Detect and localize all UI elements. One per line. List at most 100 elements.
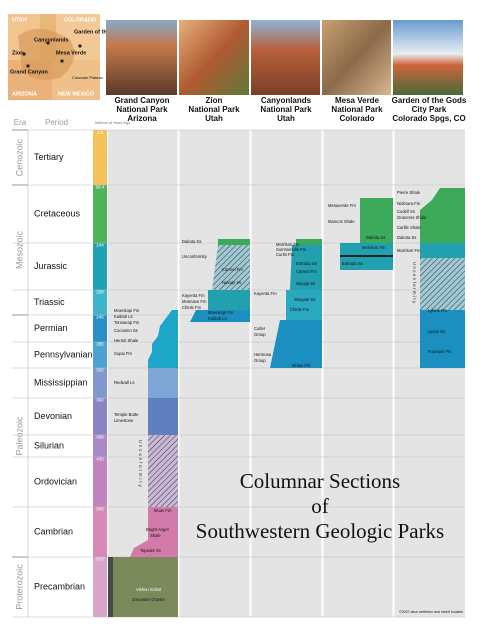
- formation-label: Zion: [12, 50, 24, 56]
- period-name: Pennsylvanian: [34, 349, 93, 359]
- formation-label: Lyons Ss: [428, 329, 445, 334]
- formation-label: Kaibab Ls: [208, 316, 227, 321]
- shape: [270, 320, 322, 368]
- park-name: Grand Canyon: [114, 96, 169, 105]
- formation-label: Kayenta Fm: [254, 291, 277, 296]
- photos: [106, 20, 463, 95]
- formation-label: Carmel Fm: [296, 269, 317, 274]
- age-band: [93, 130, 107, 185]
- formation-label: Moenkopi Fm: [208, 310, 234, 315]
- era-name: Proterozoic: [14, 564, 24, 610]
- formation-label: Hermosa: [254, 352, 272, 357]
- canyonlands-section: [270, 239, 322, 368]
- formation-label: Moenkopi Fm: [114, 308, 140, 313]
- formation-label: Summerville Fm: [276, 247, 307, 252]
- age-label: 144: [96, 243, 104, 248]
- shape: [360, 198, 393, 243]
- map: Canyonlands Zion Grand Canyon Mesa Verde…: [8, 14, 125, 100]
- formation-label: Fountain Fm: [428, 349, 452, 354]
- park-name: Garden of the Gods: [392, 96, 467, 105]
- age-label: 1.6: [97, 130, 104, 135]
- formation-label: Kaibab Ls: [114, 314, 133, 319]
- formation-label: Redwall Ls: [114, 380, 134, 385]
- formation-label: Zoroaster Granite: [132, 597, 165, 602]
- shape: [108, 557, 113, 617]
- header-period: Period: [45, 118, 68, 127]
- formation-label: ARIZONA: [12, 91, 37, 97]
- period-name: Triassic: [34, 297, 65, 307]
- age-label: 286: [96, 342, 104, 347]
- shape: [26, 64, 30, 68]
- age-band: [93, 368, 107, 398]
- shape: [148, 435, 178, 507]
- formation-label: Chinle Fm: [290, 307, 310, 312]
- shape: [208, 290, 250, 310]
- formation-label: Group: [254, 332, 266, 337]
- age-band: [93, 398, 107, 435]
- shape: [148, 310, 178, 368]
- header-era: Era: [14, 118, 27, 127]
- shape: [108, 557, 178, 617]
- shape: [290, 245, 322, 290]
- shape: [251, 20, 320, 95]
- shape: [420, 258, 465, 310]
- period-name: Mississippian: [34, 377, 88, 387]
- shape: [148, 398, 178, 435]
- header-age: Millions of Years Ago: [95, 121, 130, 125]
- formation-label: Supai Fm: [114, 351, 132, 356]
- formation-label: COLORADO: [64, 17, 97, 23]
- age-band: [93, 435, 107, 457]
- period-name: Permian: [34, 323, 68, 333]
- shape: [286, 290, 322, 320]
- formation-label: Bright Angel: [146, 527, 169, 532]
- age-band: [93, 243, 107, 290]
- age-label: 208: [96, 290, 104, 295]
- shape: [179, 20, 249, 95]
- park-name: Colorado: [339, 114, 374, 123]
- era-name: Mesozoic: [14, 230, 24, 269]
- park-name: National Park: [116, 105, 168, 114]
- age-label: 66.4: [96, 185, 105, 190]
- formation-label: Entrada Ss: [296, 261, 317, 266]
- formation-label: Navajo Ss: [222, 280, 241, 285]
- park-name: National Park: [260, 105, 312, 114]
- formation-label: Mancos Shale: [328, 219, 355, 224]
- park-name: Zion: [206, 96, 223, 105]
- formation-label: Canyonlands: [34, 37, 69, 43]
- formation-label: Limestone: [114, 418, 134, 423]
- period-name: Tertiary: [34, 152, 64, 162]
- shape: [22, 52, 26, 56]
- formation-label: Temple Butte: [114, 412, 139, 417]
- formation-label: Mesaverde Fm: [328, 203, 356, 208]
- shape: [322, 20, 391, 95]
- formation-label: Muav Fm: [154, 508, 172, 513]
- zion-section: [190, 239, 250, 322]
- formation-label: Wingate Ss: [294, 297, 315, 302]
- formation-label: Pierre Shale: [397, 190, 421, 195]
- formation-label: Unconformity: [138, 440, 143, 489]
- formation-labels: Moenkopi Fm Kaibab Ls Toroweap Fm Coconi…: [114, 190, 452, 602]
- formation-label: Coconino Ss: [114, 328, 138, 333]
- shape: [148, 368, 178, 398]
- mesa-verde-section: [340, 198, 393, 270]
- formation-label: Carlile Shale: [397, 225, 421, 230]
- shape: [212, 245, 250, 290]
- formation-label: Carmel Fm: [222, 267, 243, 272]
- shape: [393, 20, 463, 95]
- formation-label: Niobrara Fm: [397, 201, 421, 206]
- park-name: Utah: [205, 114, 223, 123]
- shape: [190, 310, 250, 322]
- formation-label: Unconformity: [412, 262, 417, 305]
- shape: [78, 44, 82, 48]
- formation-label: Colorado Plateau: [72, 75, 103, 80]
- shape: [420, 310, 465, 368]
- formation-label: Hermit Shale: [114, 338, 139, 343]
- age-band: [93, 315, 107, 342]
- park-name: Utah: [277, 114, 295, 123]
- shape: [18, 28, 75, 80]
- park-name: National Park: [331, 105, 383, 114]
- age-label: 505: [96, 507, 104, 512]
- age-band: [93, 185, 107, 243]
- period-name: Precambrian: [34, 581, 85, 591]
